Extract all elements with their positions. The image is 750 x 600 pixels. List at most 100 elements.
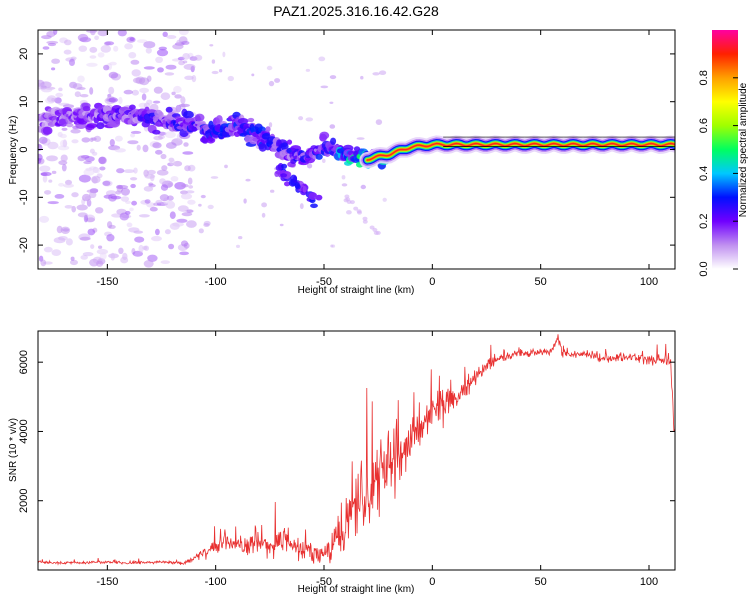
noise-blob (61, 164, 67, 172)
ridge-blob (247, 117, 255, 123)
x-tick-label: -150 (96, 576, 118, 588)
noise-blob (171, 91, 176, 96)
noise-blob (346, 210, 352, 215)
noise-blob (90, 244, 95, 250)
noise-blob (236, 244, 240, 248)
noise-blob (160, 92, 171, 100)
ridge-blob (82, 105, 91, 112)
noise-blob (305, 117, 314, 122)
noise-blob (172, 222, 184, 227)
noise-blob (182, 151, 194, 155)
noise-blob (131, 69, 141, 77)
noise-blob (102, 180, 111, 186)
noise-blob (200, 194, 206, 199)
ridge-blob (152, 129, 161, 135)
noise-blob (65, 238, 73, 246)
noise-blob (48, 179, 53, 183)
noise-blob (60, 154, 68, 162)
noise-blob (86, 217, 95, 222)
noise-blob (99, 252, 107, 260)
noise-blob (129, 37, 135, 42)
noise-blob (80, 255, 88, 260)
snr-marks (38, 334, 675, 566)
noise-blob (70, 256, 75, 261)
noise-blob (78, 174, 91, 183)
noise-blob (97, 30, 109, 37)
noise-blob (120, 196, 130, 202)
ridge-blob (215, 115, 223, 124)
noise-blob (54, 194, 65, 199)
noise-blob (126, 222, 133, 228)
noise-blob (251, 73, 255, 77)
ridge-blob (281, 163, 288, 169)
noise-blob (118, 247, 124, 254)
noise-blob (169, 159, 176, 166)
noise-blob (341, 175, 346, 180)
y-tick-label: 20 (18, 48, 30, 60)
ridge-blob (129, 104, 136, 111)
ridge-blob (353, 206, 359, 211)
y-tick-label: -10 (18, 189, 30, 205)
noise-blob (130, 133, 136, 138)
noise-blob (91, 137, 97, 141)
ridge-blob (375, 230, 381, 235)
noise-blob (70, 128, 81, 134)
noise-blob (360, 75, 364, 80)
noise-blob (184, 75, 194, 81)
noise-blob (159, 194, 169, 202)
ridge-blob (237, 118, 249, 124)
noise-blob (59, 133, 67, 139)
noise-blob (118, 96, 123, 105)
noise-blob (329, 75, 337, 80)
noise-blob (174, 94, 182, 99)
noise-blob (160, 153, 167, 160)
noise-blob (71, 192, 79, 198)
noise-blob (70, 259, 78, 266)
noise-blob (63, 183, 74, 188)
noise-blob (79, 236, 91, 241)
noise-blob (108, 71, 119, 79)
ridge-blob (330, 137, 337, 145)
noise-blob (108, 86, 115, 95)
ridge-blob (284, 181, 291, 187)
noise-blob (210, 176, 219, 179)
x-tick-label: 50 (535, 576, 547, 588)
noise-blob (227, 75, 234, 82)
noise-blob (81, 137, 91, 143)
noise-blob (137, 39, 148, 43)
noise-blob (116, 168, 125, 174)
noise-blob (74, 91, 81, 98)
noise-blob (42, 175, 48, 183)
noise-blob (89, 166, 97, 170)
y-tick-label: 6000 (18, 350, 30, 374)
noise-blob (341, 183, 348, 187)
noise-blob (106, 234, 115, 242)
tracked-band (366, 142, 675, 161)
noise-blob (266, 65, 273, 71)
ridge-blob (315, 153, 323, 160)
noise-blob (83, 168, 95, 176)
noise-blob (150, 174, 155, 182)
noise-blob (166, 35, 177, 39)
noise-blob (128, 52, 137, 59)
noise-blob (92, 151, 98, 156)
noise-blob (51, 67, 56, 71)
noise-blob (379, 70, 387, 75)
noise-blob (261, 202, 267, 208)
noise-blob (139, 87, 150, 94)
noise-blob (38, 83, 46, 90)
ridge-blob (369, 225, 375, 230)
ridge-blob (194, 113, 205, 122)
noise-blob (91, 176, 98, 184)
noise-blob (185, 190, 195, 194)
spectrogram-x-label: Height of straight line (km) (298, 285, 415, 296)
spectrogram-marks (38, 30, 675, 268)
noise-blob (320, 85, 329, 89)
noise-blob (198, 228, 204, 234)
colorbar-tick-label: 0.0 (698, 261, 710, 276)
noise-blob (211, 70, 219, 75)
noise-blob (79, 94, 89, 98)
